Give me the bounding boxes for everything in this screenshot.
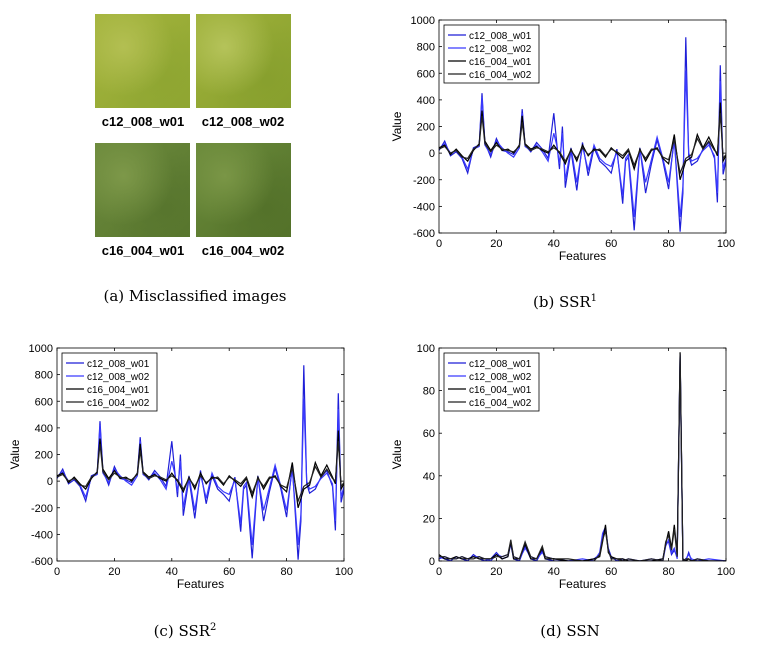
y-tick-label: 800 (35, 370, 53, 382)
plot-frame (438, 347, 727, 562)
y-tick-label: 600 (35, 396, 53, 408)
x-axis-label: Features (559, 249, 606, 263)
image-label: c16_004_w01 (101, 243, 185, 258)
x-tick-label: 100 (717, 566, 735, 578)
y-tick-label: 60 (423, 428, 435, 440)
y-tick-label: -400 (413, 201, 435, 213)
x-tick-label: 80 (280, 566, 292, 578)
y-tick-label: 800 (417, 42, 435, 54)
image-label: c16_004_w02 (201, 243, 285, 258)
y-tick-label: 1000 (29, 343, 53, 355)
y-tick-label: 1000 (411, 15, 435, 27)
x-tick-label: 60 (223, 566, 235, 578)
caption-a: (a) Misclassified images (103, 287, 287, 305)
caption-b: (b) SSR1 (520, 293, 610, 311)
image-label: c12_008_w02 (201, 114, 285, 129)
caption-b-text: (b) SSR (532, 293, 591, 311)
y-tick-label: -400 (31, 529, 53, 541)
chart-ssr2: 0 20 40 60 80 100 -600 -400 -200 0 200 400 600 800 100… (8, 343, 353, 591)
leaf-image-c12-008-w01 (95, 14, 190, 108)
y-tick-label: -200 (31, 503, 53, 515)
legend-label: c12_008_w02 (87, 372, 150, 383)
legend-label: c16_004_w01 (87, 385, 150, 396)
series-line-c16_004_w02 (439, 354, 726, 561)
caption-c-superscript: 2 (210, 622, 217, 633)
legend-label: c16_004_w02 (469, 398, 532, 409)
x-axis-label: Features (559, 577, 606, 591)
y-axis-label: Value (8, 439, 22, 469)
caption-b-superscript: 1 (590, 293, 598, 304)
y-tick-label: -600 (413, 228, 435, 240)
series-line-c16_004_w02 (439, 113, 726, 176)
legend-label: c12_008_w01 (87, 359, 150, 370)
series-line-c12_008_w02 (439, 70, 726, 218)
x-tick-label: 20 (490, 238, 502, 250)
series-line-c16_004_w02 (57, 441, 344, 504)
x-tick-label: 80 (662, 238, 674, 250)
y-axis-label: Value (390, 111, 404, 141)
leaf-image-c16-004-w01 (95, 143, 190, 237)
legend-label: c12_008_w02 (469, 44, 532, 55)
y-tick-label: -600 (31, 556, 53, 568)
y-tick-label: 200 (35, 450, 53, 462)
y-tick-label: 200 (417, 122, 435, 134)
y-tick-label: 400 (35, 423, 53, 435)
x-tick-label: 0 (54, 566, 60, 578)
leaf-image-c12-008-w02 (196, 14, 291, 108)
x-tick-label: 40 (166, 566, 178, 578)
series-line-c12_008_w02 (57, 398, 344, 546)
legend-label: c16_004_w01 (469, 57, 532, 68)
chart-ssr1: 0 20 40 60 80 100 -600 -400 -200 0 200 400 600 800 100… (390, 15, 735, 263)
x-tick-label: 40 (548, 238, 560, 250)
x-tick-label: 40 (548, 566, 560, 578)
x-tick-label: 0 (436, 238, 442, 250)
leaf-image-c16-004-w02 (196, 143, 291, 237)
legend-label: c16_004_w01 (469, 385, 532, 396)
x-tick-label: 100 (717, 238, 735, 250)
chart-ssn: 0 20 40 60 80 100 0 20 40 60 80 100 Features Value c12… (390, 343, 735, 591)
legend-label: c12_008_w01 (469, 359, 532, 370)
x-tick-label: 100 (335, 566, 353, 578)
y-tick-label: 20 (423, 513, 435, 525)
series-group (439, 37, 726, 232)
y-tick-label: 0 (429, 556, 435, 568)
x-tick-label: 80 (662, 566, 674, 578)
x-tick-label: 0 (436, 566, 442, 578)
caption-d: (d) SSN (540, 622, 600, 640)
y-tick-label: -200 (413, 175, 435, 187)
legend-label: c12_008_w01 (469, 31, 532, 42)
x-tick-label: 20 (108, 566, 120, 578)
y-tick-label: 40 (423, 471, 435, 483)
image-label: c12_008_w01 (101, 114, 185, 129)
x-tick-label: 20 (490, 566, 502, 578)
y-tick-label: 600 (417, 68, 435, 80)
legend-label: c16_004_w02 (87, 398, 150, 409)
y-tick-label: 400 (417, 95, 435, 107)
caption-c: (c) SSR2 (140, 622, 230, 640)
series-group (57, 365, 344, 560)
y-tick-label: 80 (423, 386, 435, 398)
y-tick-label: 0 (47, 476, 53, 488)
legend-label: c12_008_w02 (469, 372, 532, 383)
x-tick-label: 60 (605, 238, 617, 250)
x-tick-label: 60 (605, 566, 617, 578)
x-axis-label: Features (177, 577, 224, 591)
caption-c-text: (c) SSR (153, 622, 211, 640)
y-axis-label: Value (390, 439, 404, 469)
legend-label: c16_004_w02 (469, 70, 532, 81)
y-tick-label: 100 (417, 343, 435, 355)
series-group (439, 352, 726, 561)
y-tick-label: 0 (429, 148, 435, 160)
